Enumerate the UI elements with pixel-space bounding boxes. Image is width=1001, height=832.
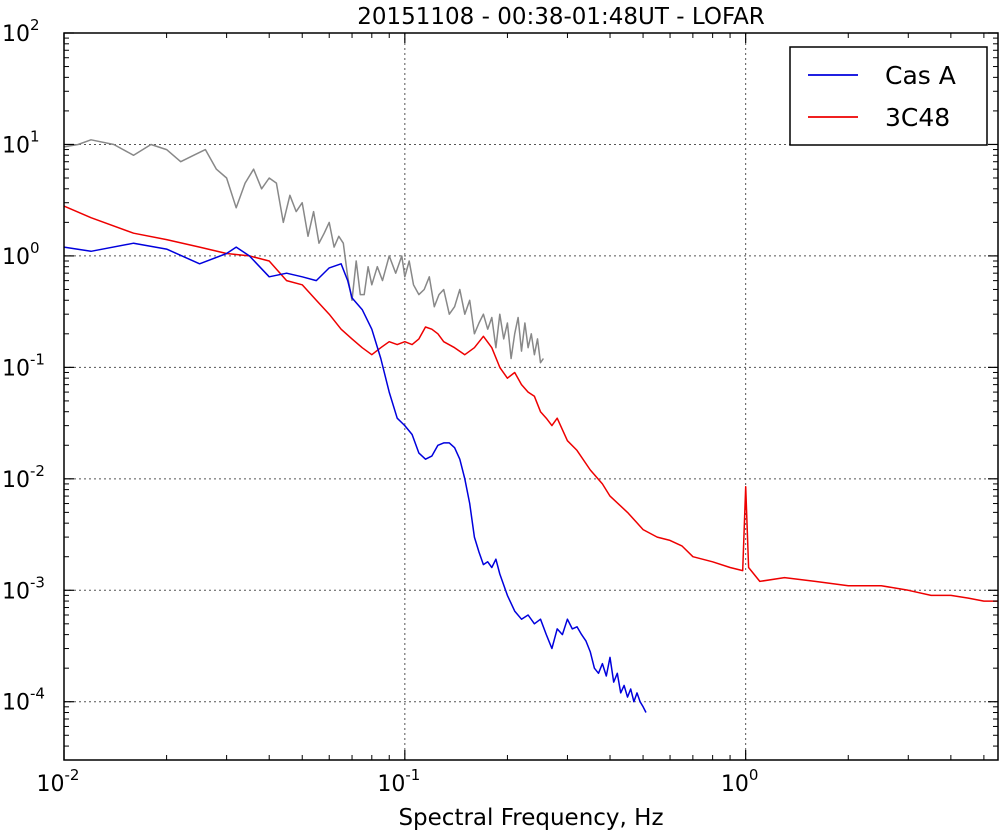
chart-title: 20151108 - 00:38-01:48UT - LOFAR bbox=[357, 4, 765, 30]
legend-label: 3C48 bbox=[885, 103, 950, 132]
x-tick-label: 10-1 bbox=[377, 766, 420, 797]
legend-box bbox=[789, 46, 988, 146]
y-tick-label: 10-1 bbox=[2, 350, 45, 381]
series-line-cas-a bbox=[63, 242, 647, 713]
series-line-unlabeled bbox=[63, 139, 545, 364]
series-layer bbox=[63, 139, 998, 713]
y-tick-label: 10-4 bbox=[2, 685, 45, 716]
plot-area-frame bbox=[63, 32, 999, 761]
tick-marks bbox=[63, 32, 998, 761]
y-tick-label: 10-2 bbox=[2, 462, 45, 493]
legend-label: Cas A bbox=[885, 61, 956, 90]
tick-labels: 10-2 10-1 100 102 101 100 10-1 10-2 10-3 10-4 bbox=[2, 16, 758, 797]
series-line-3c48 bbox=[63, 205, 998, 602]
y-tick-label: 10-3 bbox=[2, 573, 45, 604]
legend: Cas A 3C48 bbox=[789, 46, 988, 146]
x-tick-label: 10-2 bbox=[37, 766, 80, 797]
y-tick-label: 102 bbox=[2, 16, 40, 47]
x-tick-label: 100 bbox=[721, 766, 759, 797]
x-axis-label: Spectral Frequency, Hz bbox=[398, 805, 663, 831]
y-tick-label: 101 bbox=[2, 127, 40, 158]
y-tick-label: 100 bbox=[2, 239, 40, 270]
